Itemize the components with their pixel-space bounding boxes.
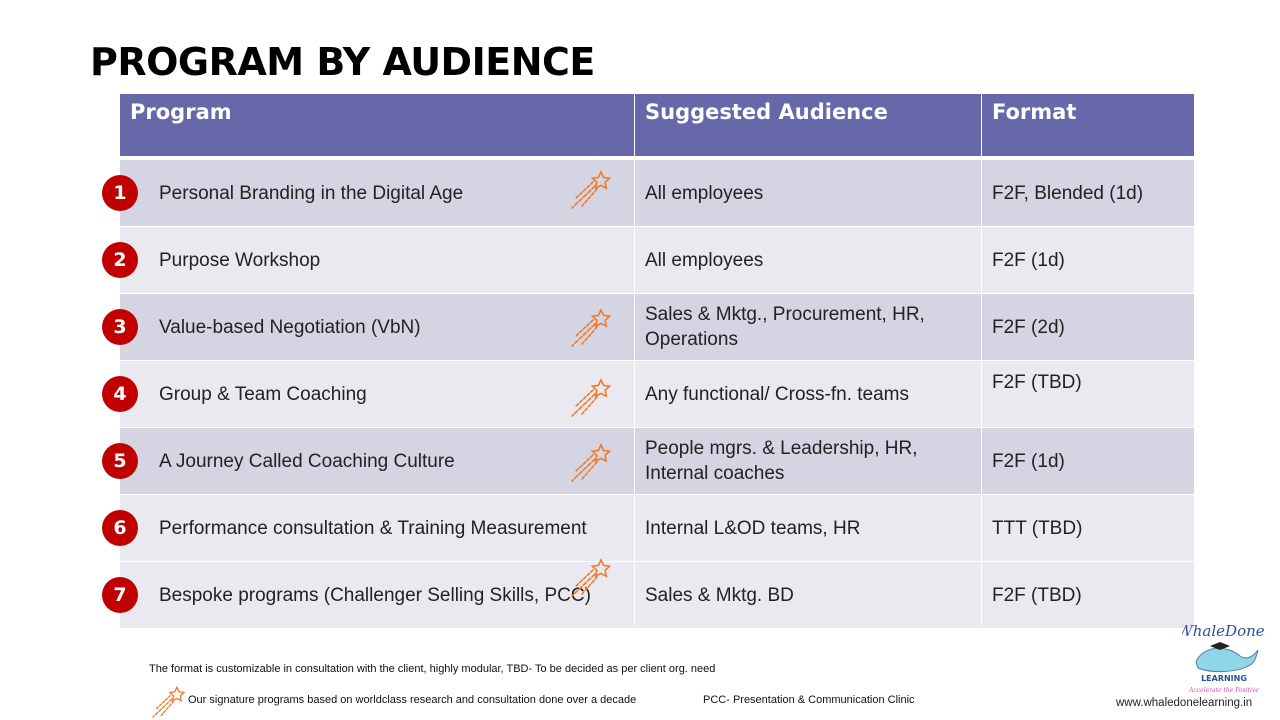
header-audience: Suggested Audience (635, 94, 982, 156)
row-number-badge: 5 (102, 443, 138, 479)
format-cell: TTT (TBD) (992, 517, 1083, 539)
audience-cell: Any functional/ Cross-fn. teams (635, 361, 982, 427)
table-row: 6 Performance consultation & Training Mea… (102, 495, 1194, 562)
whaledone-logo: WhaleDone! LEARNING Accelerate the Posit… (1182, 622, 1266, 694)
svg-text:Accelerate the Positive: Accelerate the Positive (1188, 687, 1259, 694)
format-footnote: The format is customizable in consultati… (149, 663, 716, 675)
signature-footnote: Our signature programs based on worldcla… (188, 694, 637, 706)
program-name: Purpose Workshop (159, 249, 321, 271)
row-number-badge: 4 (102, 376, 138, 412)
row-number-badge: 1 (102, 175, 138, 211)
table-row: 3 Value-based Negotiation (VbN) Sales & M… (102, 294, 1194, 361)
shooting-star-icon (571, 558, 612, 597)
audience-cell: Sales & Mktg. BD (635, 562, 982, 628)
format-cell: F2F (1d) (992, 249, 1065, 271)
table-row: 2 Purpose Workshop All employees F2F (1d) (102, 227, 1194, 294)
pcc-footnote: PCC- Presentation & Communication Clinic (703, 694, 915, 706)
program-name: Personal Branding in the Digital Age (159, 182, 464, 204)
program-name: Bespoke programs (Challenger Selling Ski… (159, 584, 591, 606)
row-number-badge: 6 (102, 510, 138, 546)
audience-cell: All employees (635, 227, 982, 293)
header-program: Program (120, 94, 635, 156)
row-number-badge: 7 (102, 577, 138, 613)
shooting-star-icon (571, 378, 612, 417)
audience-cell: Sales & Mktg., Procurement, HR, Operatio… (635, 294, 982, 360)
shooting-star-icon (571, 308, 612, 347)
shooting-star-icon (571, 443, 612, 482)
table-row: 4 Group & Team Coaching Any functional/ C… (102, 361, 1194, 428)
program-name: Performance consultation & Training Meas… (159, 517, 587, 539)
table-row: 5 A Journey Called Coaching Culture Peopl… (102, 428, 1194, 495)
format-cell: F2F (1d) (992, 450, 1065, 472)
format-cell: F2F (TBD) (992, 372, 1082, 393)
table-header: Program Suggested Audience Format (120, 94, 1194, 160)
audience-cell: All employees (635, 160, 982, 226)
program-table: Program Suggested Audience Format 1 Perso… (102, 94, 1194, 629)
shooting-star-icon (152, 685, 186, 718)
audience-cell: Internal L&OD teams, HR (635, 495, 982, 561)
format-cell: F2F, Blended (1d) (992, 182, 1144, 204)
row-number-badge: 3 (102, 309, 138, 345)
shooting-star-icon (571, 170, 612, 209)
format-cell: F2F (TBD) (992, 584, 1082, 606)
website-link[interactable]: www.whaledonelearning.in (1116, 697, 1253, 709)
svg-text:WhaleDone!: WhaleDone! (1182, 622, 1266, 640)
program-name: A Journey Called Coaching Culture (159, 450, 455, 472)
format-cell: F2F (2d) (992, 316, 1065, 338)
table-row: 1 Personal Branding in the Digital Age Al… (102, 160, 1194, 227)
row-number-badge: 2 (102, 242, 138, 278)
program-name: Value-based Negotiation (VbN) (159, 316, 421, 338)
program-name: Group & Team Coaching (159, 383, 367, 405)
audience-cell: People mgrs. & Leadership, HR, Internal … (635, 428, 982, 494)
table-row: 7 Bespoke programs (Challenger Selling Sk… (102, 562, 1194, 629)
svg-text:LEARNING: LEARNING (1201, 674, 1247, 683)
page-title: PROGRAM BY AUDIENCE (90, 40, 595, 84)
header-format: Format (992, 100, 1077, 124)
